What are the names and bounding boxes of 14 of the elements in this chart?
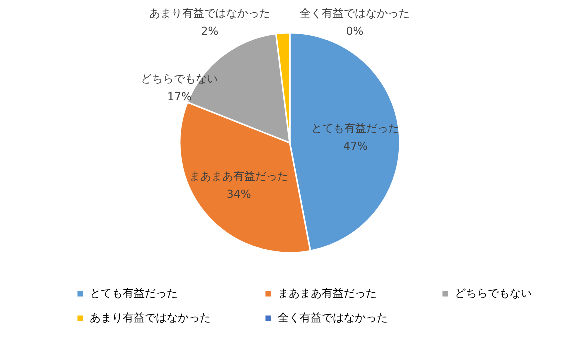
legend-label: 全く有益ではなかった [278, 312, 388, 324]
data-label: 47% [343, 140, 368, 153]
legend-label: まあまあ有益だった [278, 286, 377, 300]
data-label: 34% [226, 188, 252, 202]
legend-label: とても有益だった [90, 286, 178, 300]
legend-label: どちらでもない [455, 286, 532, 300]
text: 0% [346, 25, 364, 38]
legend-label: あまり有益ではなかった [90, 312, 211, 324]
data-label: 17% [167, 90, 192, 104]
slice-label: とても有益だった [312, 122, 400, 135]
data-label: 2% [201, 25, 219, 38]
slice-label: まあまあ有益だった [190, 170, 289, 184]
category-label: 全く有益ではなかった [300, 7, 410, 20]
slice-label: あまり有益ではなかった [150, 7, 270, 20]
